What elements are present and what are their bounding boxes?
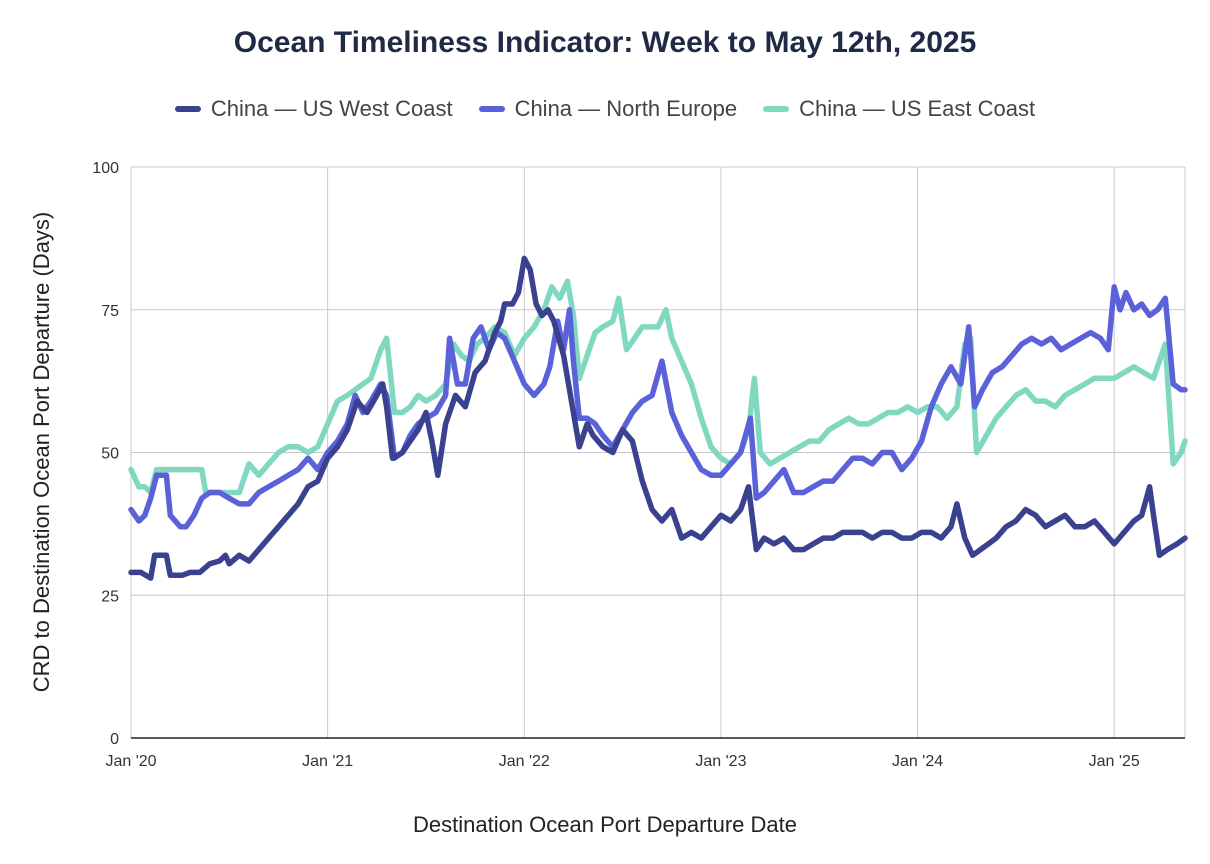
x-tick-label: Jan '23 — [695, 753, 746, 770]
legend-label: China — US East Coast — [799, 96, 1036, 121]
chart-title: Ocean Timeliness Indicator: Week to May … — [233, 26, 977, 59]
x-tick-label: Jan '21 — [302, 753, 353, 770]
legend-label: China — North Europe — [514, 96, 738, 121]
series-line-0 — [128, 255, 1188, 581]
y-tick-label: 100 — [92, 160, 119, 177]
series-line-1 — [128, 284, 1188, 530]
y-tick-label: 0 — [110, 731, 119, 748]
x-tick-label: Jan '24 — [892, 753, 943, 770]
legend-swatch — [174, 106, 201, 112]
legend-item-us-west-coast: China — US West Coast — [174, 96, 453, 122]
x-tick-label: Jan '25 — [1089, 753, 1140, 770]
chart-legend: China — US West Coast China — North Euro… — [0, 96, 1210, 122]
y-axis-label: CRD to Destination Ocean Port Departure … — [29, 211, 54, 693]
legend-swatch — [763, 106, 790, 112]
legend-item-us-east-coast: China — US East Coast — [763, 96, 1035, 122]
legend-swatch — [478, 106, 505, 112]
y-tick-label: 25 — [101, 588, 119, 605]
x-axis-label: Destination Ocean Port Departure Date — [413, 812, 797, 837]
series-line-2 — [128, 278, 1188, 496]
y-tick-label: 50 — [101, 446, 119, 463]
x-tick-label: Jan '22 — [499, 753, 550, 770]
y-tick-label: 75 — [101, 303, 119, 320]
legend-item-north-europe: China — North Europe — [478, 96, 738, 122]
x-tick-label: Jan '20 — [105, 753, 156, 770]
legend-label: China — US West Coast — [210, 96, 453, 121]
